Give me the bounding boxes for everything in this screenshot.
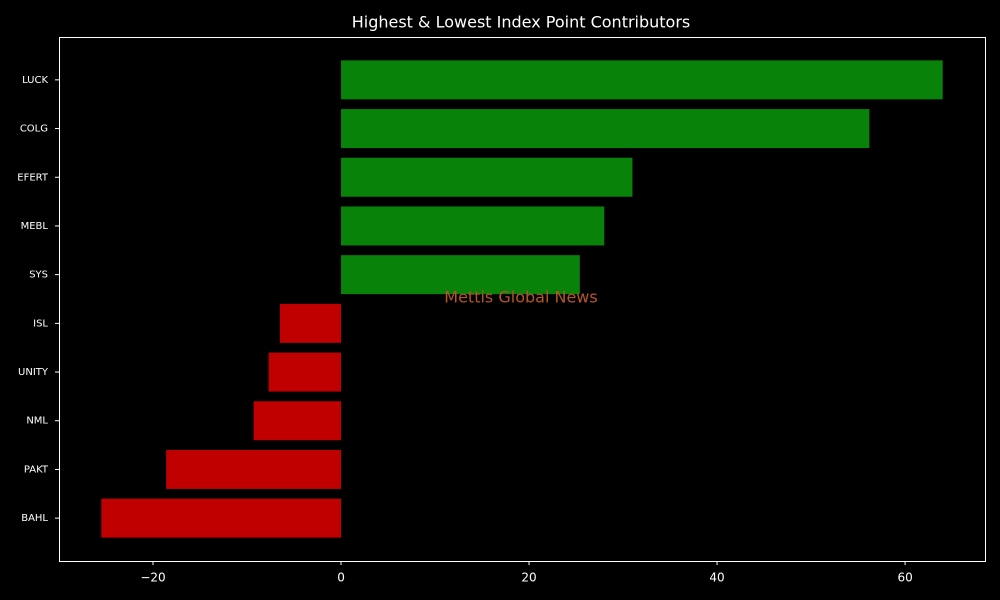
y-tick-label: SYS bbox=[29, 270, 48, 281]
x-tick-label: 20 bbox=[521, 571, 536, 585]
watermark: Mettis Global News bbox=[444, 288, 597, 307]
x-tick-label: 60 bbox=[897, 571, 912, 585]
y-tick-label: LUCK bbox=[22, 75, 48, 86]
y-tick-label: PAKT bbox=[24, 464, 49, 475]
x-tick-label: 40 bbox=[709, 571, 724, 585]
y-tick-label: EFERT bbox=[17, 172, 49, 183]
bar bbox=[166, 449, 342, 489]
y-tick-label: NML bbox=[26, 416, 48, 427]
chart-title: Highest & Lowest Index Point Contributor… bbox=[352, 13, 691, 32]
y-tick-label: ISL bbox=[33, 318, 48, 329]
bar bbox=[101, 498, 342, 538]
plot-frame bbox=[59, 37, 986, 562]
y-tick-label: MEBL bbox=[21, 221, 49, 232]
y-tick-label: BAHL bbox=[21, 513, 48, 524]
bar bbox=[268, 352, 342, 392]
bar bbox=[341, 60, 943, 100]
bar bbox=[341, 206, 605, 246]
y-tick-label: UNITY bbox=[18, 367, 49, 378]
bar bbox=[341, 157, 633, 197]
x-tick-label: 0 bbox=[337, 571, 345, 585]
bar bbox=[279, 303, 342, 343]
bar bbox=[341, 109, 870, 149]
x-tick-label: −20 bbox=[140, 571, 165, 585]
y-tick-label: COLG bbox=[20, 124, 48, 135]
bar bbox=[253, 401, 342, 441]
bar bbox=[341, 255, 580, 295]
